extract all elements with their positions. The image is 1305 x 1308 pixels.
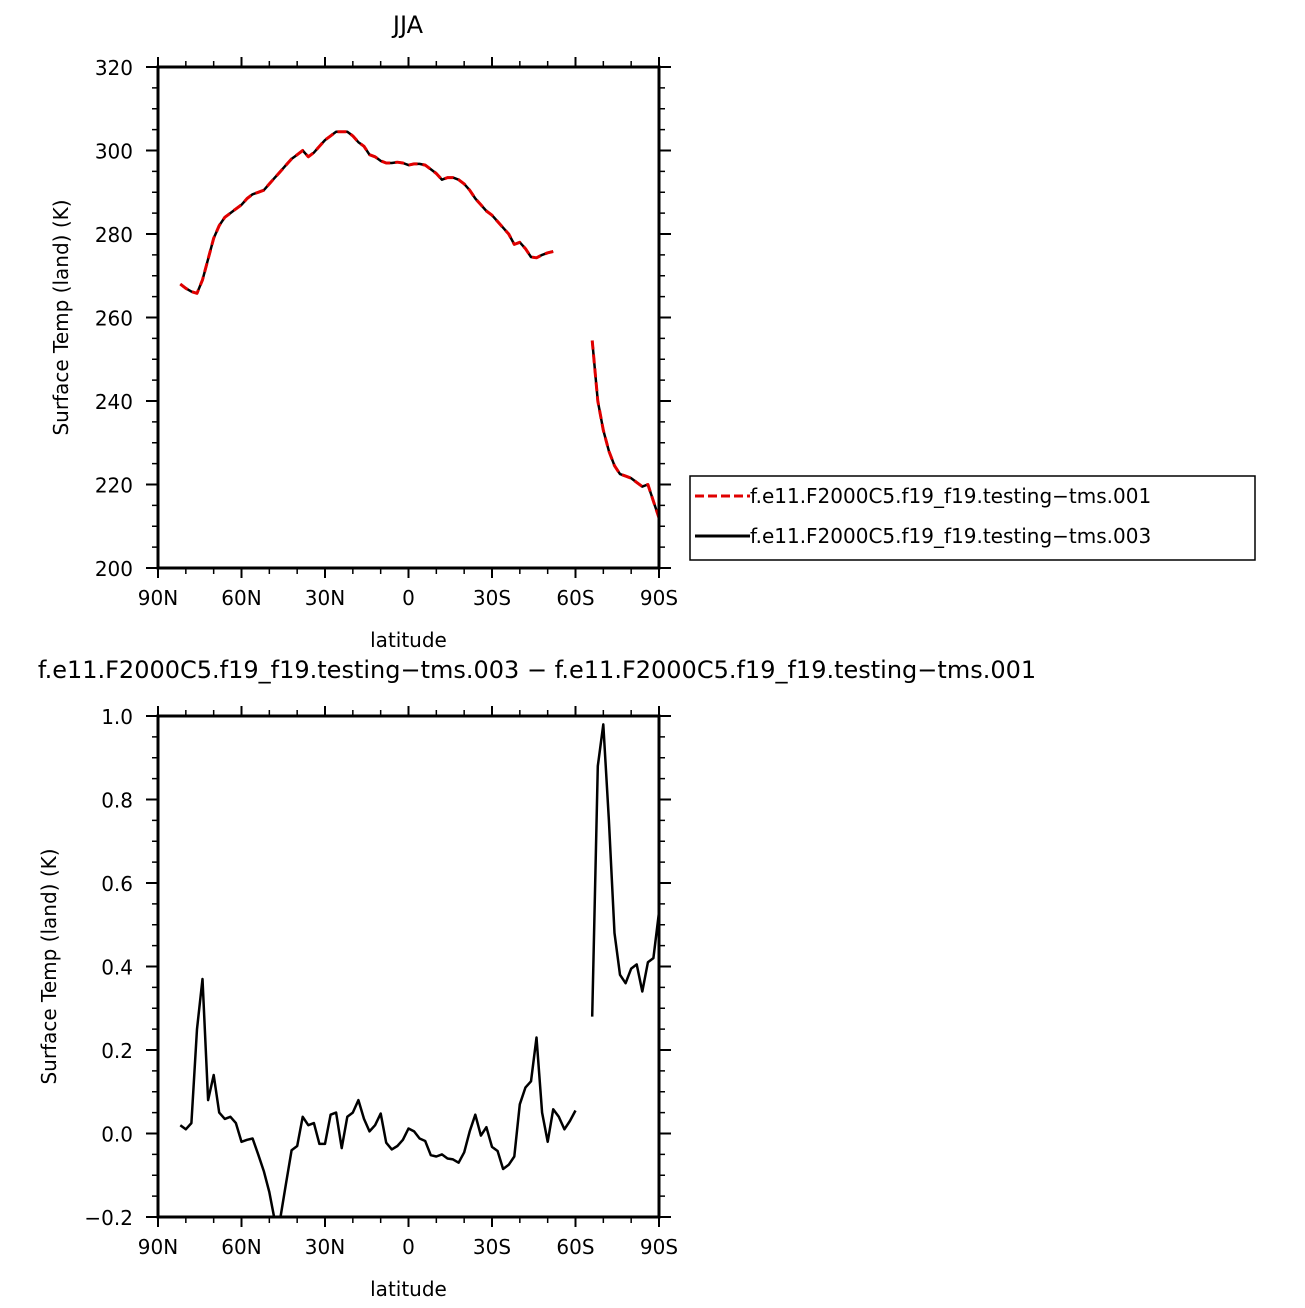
x-tick-label-bottom-6: 90S [640, 1235, 678, 1259]
y-tick-label-top-1: 220 [95, 474, 133, 498]
y-tick-label-bottom-4: 0.6 [101, 872, 133, 896]
x-tick-label-bottom-5: 60S [556, 1235, 594, 1259]
x-tick-label-bottom-0: 90N [138, 1235, 178, 1259]
x-tick-label-top-5: 60S [556, 586, 594, 610]
y-tick-label-bottom-5: 0.8 [101, 789, 133, 813]
y-tick-label-bottom-6: 1.0 [101, 705, 133, 729]
series-line-top-2-seg-1 [179, 130, 554, 295]
series-line-top-1-seg-1 [179, 130, 554, 295]
y-tick-label-top-3: 260 [95, 307, 133, 331]
x-axis-label-top: latitude [370, 628, 447, 652]
y-axis-label-bottom: Surface Temp (land) (K) [37, 848, 61, 1084]
x-tick-label-bottom-1: 60N [221, 1235, 261, 1259]
plot-frame-top [156, 65, 661, 570]
legend-box [689, 475, 1256, 561]
plot-frame-bottom [156, 714, 661, 1219]
y-tick-label-top-4: 280 [95, 223, 133, 247]
y-tick-label-top-0: 200 [95, 557, 133, 581]
x-tick-label-top-1: 60N [221, 586, 261, 610]
y-tick-label-top-2: 240 [95, 390, 133, 414]
chart-bottom-title: f.e11.F2000C5.f19_f19.testing−tms.003 − … [38, 656, 1036, 684]
y-tick-label-top-5: 300 [95, 140, 133, 164]
chart-top-title: JJA [391, 11, 424, 39]
x-tick-label-top-4: 30S [473, 586, 511, 610]
series-line-top-1-seg-2 [590, 340, 660, 519]
series-line-bottom-1-seg-2 [590, 723, 660, 1017]
y-tick-label-bottom-0: −0.2 [84, 1206, 133, 1230]
y-tick-label-top-6: 320 [95, 56, 133, 80]
legend-label-2: f.e11.F2000C5.f19_f19.testing−tms.003 [750, 524, 1151, 548]
x-tick-label-bottom-2: 30N [305, 1235, 345, 1259]
x-tick-label-top-2: 30N [305, 586, 345, 610]
y-tick-label-bottom-1: 0.0 [101, 1123, 133, 1147]
chart-top: JJA 90N 60N 30N 0 30S 60S 90S 200 220 240 260 280 300… [49, 11, 1256, 652]
x-tick-label-top-6: 90S [640, 586, 678, 610]
series-line-bottom-1-seg-1 [179, 977, 577, 1218]
y-axis-label-top: Surface Temp (land) (K) [49, 199, 73, 435]
y-tick-label-bottom-3: 0.4 [101, 956, 133, 980]
x-axis-label-bottom: latitude [370, 1277, 447, 1301]
x-tick-label-top-0: 90N [138, 586, 178, 610]
x-tick-label-bottom-4: 30S [473, 1235, 511, 1259]
x-tick-label-top-3: 0 [402, 586, 415, 610]
legend-label-1: f.e11.F2000C5.f19_f19.testing−tms.001 [750, 484, 1151, 508]
chart-bottom: f.e11.F2000C5.f19_f19.testing−tms.003 − … [37, 656, 1036, 1301]
x-tick-label-bottom-3: 0 [402, 1235, 415, 1259]
y-tick-label-bottom-2: 0.2 [101, 1039, 133, 1063]
